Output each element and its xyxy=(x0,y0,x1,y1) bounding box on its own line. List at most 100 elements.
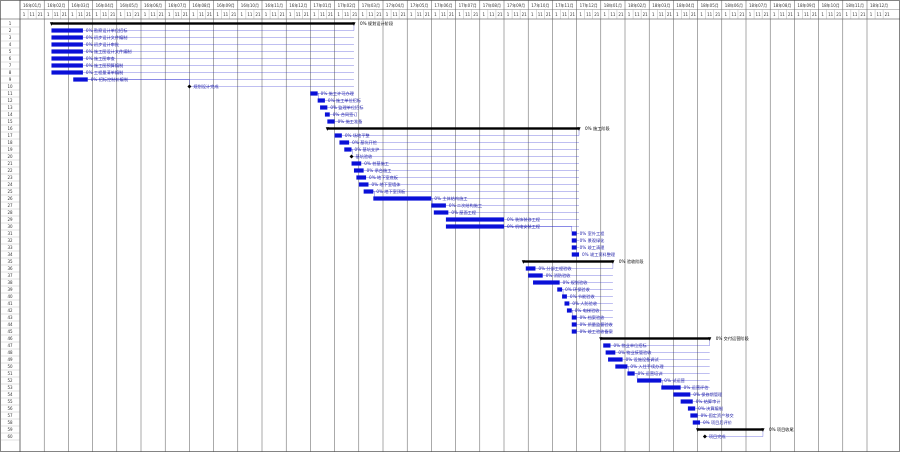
row-number: 49 xyxy=(7,357,13,362)
row-number: 50 xyxy=(7,364,13,369)
task-bar[interactable] xyxy=(51,42,83,47)
task-bar[interactable] xyxy=(51,49,83,54)
task-bar[interactable] xyxy=(690,413,698,418)
task-label: 0% 决算编制 xyxy=(698,405,723,412)
summary-bar[interactable] xyxy=(697,428,763,431)
dependency-link xyxy=(627,366,629,372)
task-bar[interactable] xyxy=(564,301,570,306)
day-tick-label: 1 xyxy=(507,12,510,17)
task-label: 0% 施工许可办理 xyxy=(321,90,355,97)
dependency-link xyxy=(317,93,319,99)
task-bar[interactable] xyxy=(525,266,536,271)
task-bar[interactable] xyxy=(344,147,352,152)
task-bar[interactable] xyxy=(324,112,330,117)
milestone-marker[interactable] xyxy=(349,154,354,159)
month-tick-label: 17年08月 xyxy=(483,2,501,8)
task-label: 0% 分部工程验收 xyxy=(538,265,572,272)
task-bar[interactable] xyxy=(673,392,691,397)
task-label: 0% 物业接管验收 xyxy=(618,349,652,356)
day-tick-label: 11 xyxy=(562,12,568,17)
task-bar[interactable] xyxy=(351,161,362,166)
milestone-marker[interactable] xyxy=(187,84,192,89)
task-bar[interactable] xyxy=(603,343,611,348)
dependency-link xyxy=(373,191,375,197)
day-tick-label: 21 xyxy=(159,12,165,17)
task-bar[interactable] xyxy=(571,245,577,250)
row-number: 10 xyxy=(7,84,13,89)
task-label: 0% 合同签订 xyxy=(333,111,358,118)
month-tick-label: 18年06月 xyxy=(725,2,743,8)
task-bar[interactable] xyxy=(373,196,432,201)
milestone-marker[interactable] xyxy=(702,434,707,439)
task-bar[interactable] xyxy=(687,406,696,411)
task-bar[interactable] xyxy=(571,231,577,236)
task-bar[interactable] xyxy=(557,287,563,292)
task-label: 0% 施工图预算编制 xyxy=(86,62,123,69)
task-bar[interactable] xyxy=(571,329,577,334)
day-tick-label: 11 xyxy=(102,12,108,17)
task-label: 0% 室外工程 xyxy=(580,230,606,237)
task-bar[interactable] xyxy=(637,378,662,383)
task-label: 0% 地下室底板 xyxy=(369,174,399,181)
summary-bar[interactable] xyxy=(523,260,613,263)
task-label: 0% 项目后评价 xyxy=(703,419,733,426)
task-bar[interactable] xyxy=(433,210,449,215)
task-bar[interactable] xyxy=(317,98,325,103)
task-label: 0% 竣工验收备案 xyxy=(580,328,614,335)
task-label: 0% 施工准备 xyxy=(338,118,364,125)
day-tick-label: 11 xyxy=(489,12,495,17)
task-bar[interactable] xyxy=(431,203,446,208)
summary-end-cap xyxy=(708,337,712,341)
day-tick-label: 1 xyxy=(289,12,292,17)
task-bar[interactable] xyxy=(353,168,364,173)
task-bar[interactable] xyxy=(571,238,577,243)
task-bar[interactable] xyxy=(571,322,577,327)
task-bar[interactable] xyxy=(661,385,681,390)
task-bar[interactable] xyxy=(445,224,504,229)
month-tick-label: 16年03月 xyxy=(71,2,89,8)
task-bar[interactable] xyxy=(533,280,560,285)
task-bar[interactable] xyxy=(51,63,83,68)
task-bar[interactable] xyxy=(566,308,572,313)
task-bar[interactable] xyxy=(445,217,504,222)
task-bar[interactable] xyxy=(51,35,83,40)
task-bar[interactable] xyxy=(327,119,335,124)
task-bar[interactable] xyxy=(528,273,543,278)
task-bar[interactable] xyxy=(51,28,83,33)
task-bar[interactable] xyxy=(339,140,350,145)
task-bar[interactable] xyxy=(680,399,693,404)
task-bar[interactable] xyxy=(627,371,635,376)
day-tick-label: 21 xyxy=(183,12,189,17)
task-bar[interactable] xyxy=(51,56,83,61)
summary-bar[interactable] xyxy=(327,127,580,130)
summary-bar[interactable] xyxy=(600,337,710,340)
task-bar[interactable] xyxy=(51,70,83,75)
task-label: 0% 人防验收 xyxy=(572,300,598,307)
day-tick-label: 1 xyxy=(773,12,776,17)
task-bar[interactable] xyxy=(73,77,88,82)
task-bar[interactable] xyxy=(692,420,701,425)
task-bar[interactable] xyxy=(605,350,616,355)
summary-end-cap xyxy=(577,127,581,131)
summary-start-cap xyxy=(696,428,700,432)
day-tick-label: 21 xyxy=(739,12,745,17)
task-bar[interactable] xyxy=(356,175,367,180)
task-bar[interactable] xyxy=(363,189,374,194)
task-bar[interactable] xyxy=(571,315,577,320)
task-bar[interactable] xyxy=(562,294,567,299)
summary-bar[interactable] xyxy=(51,22,354,25)
task-bar[interactable] xyxy=(615,364,628,369)
task-bar[interactable] xyxy=(358,182,369,187)
task-bar[interactable] xyxy=(608,357,623,362)
task-bar[interactable] xyxy=(310,91,318,96)
day-tick-label: 1 xyxy=(483,12,486,17)
task-bar[interactable] xyxy=(571,252,580,257)
task-bar[interactable] xyxy=(320,105,328,110)
row-number: 21 xyxy=(7,161,13,166)
task-bar[interactable] xyxy=(334,133,342,138)
day-tick-label: 1 xyxy=(386,12,389,17)
summary-start-cap xyxy=(599,337,603,341)
day-tick-label: 1 xyxy=(95,12,98,17)
month-tick-label: 18年02月 xyxy=(628,2,646,8)
task-label: 0% 设施设备调试 xyxy=(626,356,660,363)
